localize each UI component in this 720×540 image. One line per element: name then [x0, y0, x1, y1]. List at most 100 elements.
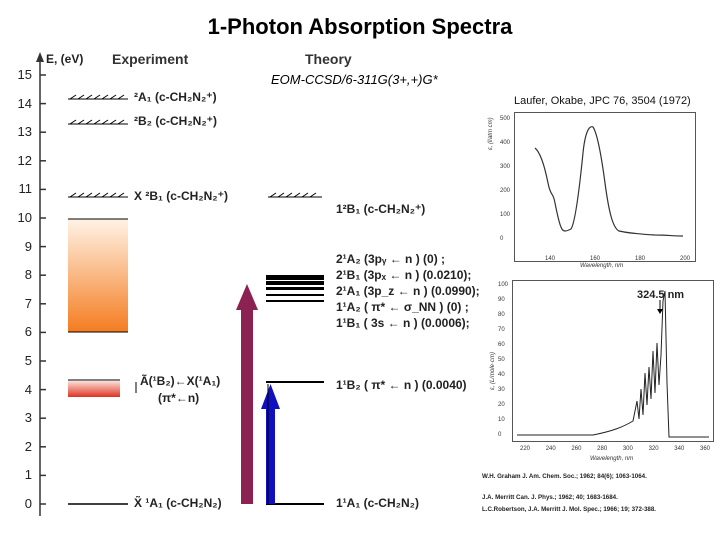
vuv-spectrum-plot: [514, 112, 696, 262]
maroon-arrow-shaft: [241, 306, 253, 504]
vuv-spectrum-svg: [515, 113, 695, 261]
theory-ion-level: [268, 192, 322, 198]
blue-arrow-head-icon: [261, 384, 280, 409]
theory-state-ion: 1²B₁ (c-CH₂N₂⁺): [336, 202, 426, 216]
theory-level-ground: [266, 503, 324, 505]
credit-merritt: J.A. Merritt Can. J. Phys.; 1962; 40; 16…: [482, 494, 618, 501]
plot-x-tick-label: 320: [648, 446, 659, 452]
uv-peak-label: 324.5 nm: [637, 289, 685, 301]
vuv-spectrum-trace: [534, 126, 684, 237]
theory-level-2b1: [266, 281, 324, 285]
exp-state-a-band-assignment: (π*←n): [158, 391, 200, 405]
uv-xlabel: Wavelength, nm: [590, 456, 634, 462]
theory-state-2b1: 2¹B₁ (3pₓ ← n ) (0.0210);: [336, 268, 472, 282]
theory-level-2a2: [266, 275, 324, 280]
a-state-absorption-band: [68, 381, 120, 397]
plot-x-tick-label: 300: [622, 446, 633, 452]
axis-tick-label: 15: [17, 67, 32, 82]
plot-y-tick-label: 200: [500, 188, 511, 194]
experiment-heading: Experiment: [112, 51, 189, 67]
ion-level-x2b1: [68, 192, 128, 198]
axis-tick-label: 12: [17, 152, 32, 168]
plot-x-tick-label: 260: [571, 446, 582, 452]
uv-spectrum-plot: [512, 280, 714, 442]
uv-spectrum-svg: [513, 281, 713, 441]
plot-y-tick-label: 50: [498, 357, 505, 363]
plot-x-tick-label: 140: [545, 256, 556, 262]
page-title: 1-Photon Absorption Spectra: [207, 14, 513, 39]
plot-y-tick-label: 30: [498, 387, 505, 393]
ionization-continuum-band: [68, 219, 128, 332]
energy-axis-label: E, (eV): [46, 52, 84, 66]
theory-level-1a2: [266, 294, 324, 296]
theory-state-ground: 1¹A₁ (c-CH₂N₂): [336, 496, 419, 510]
plot-x-tick-label: 280: [597, 446, 608, 452]
axis-tick-label: 8: [24, 267, 32, 283]
vuv-ylabel: ε, (l/atm cm): [488, 117, 494, 150]
axis-tick-label: 14: [17, 95, 32, 111]
plot-y-tick-label: 60: [498, 342, 505, 348]
plot-y-tick-label: 0: [500, 236, 504, 242]
plot-y-tick-label: 500: [500, 116, 511, 122]
vuv-xlabel: Wavelength, nm: [580, 263, 624, 269]
axis-tick-label: 5: [24, 353, 32, 368]
ion-level-2a1: [68, 94, 128, 100]
axis-arrow-icon: [36, 52, 44, 62]
plot-x-tick-label: 180: [635, 256, 646, 262]
plot-y-tick-label: 400: [500, 140, 511, 146]
credit-robertson: L.C.Robertson, J.A. Merritt J. Mol. Spec…: [482, 506, 656, 513]
plot-y-tick-label: 100: [500, 212, 511, 218]
exp-state-2a1: ²A₁ (c-CH₂N₂⁺): [134, 90, 217, 104]
plot-x-tick-label: 240: [545, 446, 556, 452]
exp-state-a-band: Ã(¹B₂)←X(¹A₁): [140, 374, 221, 388]
plot-y-tick-label: 80: [498, 312, 505, 318]
theory-state-1a2: 1¹A₂ ( π* ← σ_NN ) (0) ;: [336, 300, 469, 314]
axis-tick-label: 13: [17, 124, 32, 140]
exp-state-x2b1: X ²B₁ (c-CH₂N₂⁺): [134, 189, 228, 203]
theory-state-1b1: 1¹B₁ ( 3s ← n ) (0.0006);: [336, 316, 470, 330]
theory-level-2a1: [266, 287, 324, 290]
axis-tick-label: 2: [24, 438, 32, 454]
axis-tick-label: 9: [24, 238, 32, 254]
plot-y-tick-label: 90: [498, 297, 505, 303]
plot-x-tick-label: 200: [680, 256, 691, 262]
axis-tick-label: 1: [24, 467, 32, 483]
plot-y-tick-label: 100: [498, 282, 509, 288]
maroon-arrow-head-icon: [236, 284, 258, 310]
axis-tick-label: 7: [24, 295, 32, 311]
axis-tick-label: 11: [18, 181, 33, 197]
theory-state-2a1: 2¹A₁ (3p_z ← n ) (0.0990);: [336, 284, 480, 298]
axis-ticks: [40, 74, 46, 505]
blue-arrow-shaft: [266, 405, 275, 504]
plot-y-tick-label: 40: [498, 372, 505, 378]
plot-y-tick-label: 300: [500, 164, 511, 170]
axis-tick-label: 4: [24, 381, 32, 397]
theory-heading: Theory: [305, 51, 352, 67]
theory-level-1b1: [266, 300, 324, 302]
reference-laufer: Laufer, Okabe, JPC 76, 3504 (1972): [514, 95, 691, 107]
uv-spectrum-trace: [517, 290, 709, 438]
uv-ylabel: ε, (L/mole·cm): [490, 352, 496, 390]
credit-graham: W.H. Graham J. Am. Chem. Soc.; 1962; 84(…: [482, 473, 647, 480]
plot-x-tick-label: 220: [520, 446, 531, 452]
ion-level-2b2: [68, 119, 128, 125]
axis-tick-label: 6: [24, 324, 32, 340]
peak-arrow-icon: [657, 300, 663, 314]
plot-y-tick-label: 70: [498, 327, 505, 333]
theory-state-2a2: 2¹A₂ (3pᵧ ← n ) (0) ;: [336, 252, 446, 266]
plot-y-tick-label: 10: [498, 417, 505, 423]
theory-method: EOM-CCSD/6-311G(3+,+)G*: [271, 72, 438, 87]
plot-y-tick-label: 20: [498, 402, 505, 408]
theory-level-1b2: [266, 381, 324, 383]
plot-x-tick-label: 340: [674, 446, 685, 452]
axis-tick-label: 0: [24, 496, 32, 511]
axis-tick-label: 10: [17, 210, 32, 225]
exp-state-2b2: ²B₂ (c-CH₂N₂⁺): [134, 114, 217, 128]
plot-y-tick-label: 0: [498, 432, 502, 438]
axis-tick-label: 3: [24, 410, 32, 426]
plot-x-tick-label: 360: [700, 446, 711, 452]
plot-x-tick-label: 160: [590, 256, 601, 262]
theory-state-1b2: 1¹B₂ ( π* ← n ) (0.0040): [336, 378, 467, 392]
exp-state-ground: X̃ ¹A₁ (c-CH₂N₂): [134, 496, 222, 510]
